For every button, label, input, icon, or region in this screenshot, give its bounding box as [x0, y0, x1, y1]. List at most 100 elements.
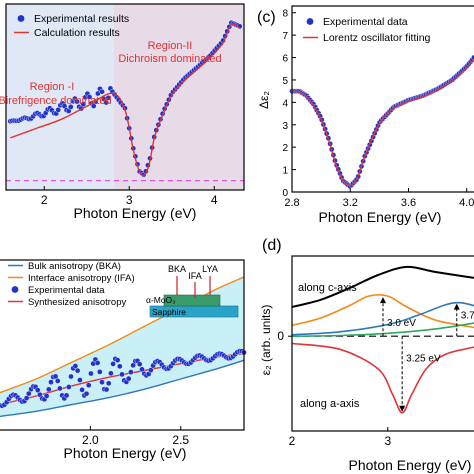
x-tick-label-2: 2: [289, 434, 296, 448]
x-tick-label-2: 2: [41, 193, 48, 207]
series-group: [0, 276, 247, 418]
experimental-point: [63, 392, 70, 399]
lorentz-fit-line: [291, 58, 474, 187]
experimental-point: [54, 378, 61, 384]
structure-inset: BKA IFA LYA α-MoO₃ Sapphire: [146, 264, 239, 318]
experimental-point: [83, 390, 90, 397]
orange-oscillator-line: [291, 294, 474, 329]
experimental-point: [114, 357, 121, 363]
y-tick-label-3: 3: [282, 121, 288, 132]
x-tick-label-3.6: 3.6: [401, 197, 416, 209]
y-tick-label-0: 0: [277, 329, 284, 343]
y-tick-label-2: 2: [282, 143, 288, 154]
region-I-shading: [6, 4, 114, 190]
experimental-point: [94, 360, 101, 366]
experimental-point: [79, 386, 85, 393]
experimental-point: [72, 363, 79, 369]
experimental-point: [119, 371, 125, 378]
experimental-point: [46, 386, 52, 393]
panel-d: (d) 2 3 0 Photon Energy (eV) ε₂ (arb. unit…: [259, 237, 474, 473]
region-I-label: Region -I: [30, 81, 75, 93]
y-tick-label-7: 7: [282, 31, 288, 42]
experimental-point: [105, 380, 112, 387]
x-tick-label-3: 3: [126, 193, 133, 207]
plot-frame: [5, 3, 245, 191]
label-3.0-ev: 3.0 eV: [387, 318, 416, 329]
experimental-point: [74, 98, 80, 105]
experimental-point: [139, 366, 145, 373]
inset-label-lya: LYA: [202, 264, 218, 274]
y-axis-label: ε₂ (arb. units): [259, 305, 273, 376]
experimental-point: [34, 387, 41, 393]
legend-label-0: Experimental results: [34, 13, 129, 25]
experimental-point: [23, 395, 30, 401]
x-axis-label: Photon Energy (eV): [64, 445, 187, 461]
x-axis-label: Photon Energy (eV): [319, 209, 442, 225]
legend: Experimental results Calculation results: [14, 13, 129, 39]
inset-label-sapphire: Sapphire: [152, 307, 186, 317]
blue-oscillator-line: [291, 301, 474, 336]
experimental-point: [25, 390, 32, 397]
x-ticks: 2.0 2.5: [82, 426, 189, 447]
experimental-point: [52, 373, 59, 380]
moo3-layer: [163, 294, 221, 307]
x-axis-label: Photon Energy (eV): [349, 457, 472, 473]
label-3.7-ev: 3.7 eV: [461, 311, 474, 322]
legend-marker-0: [306, 18, 314, 25]
x-tick-label-2.8: 2.8: [284, 197, 299, 209]
x-tick-label-3: 3: [384, 434, 391, 448]
panel-top-left: 2 3 4 Photon Energy (eV) Experimental resu…: [0, 3, 245, 221]
x-ticks: 2 3 4: [41, 186, 218, 207]
y-tick-label-8: 8: [282, 9, 288, 20]
x-tick-label-4: 4: [211, 193, 218, 207]
legend-marker-2: [11, 286, 19, 293]
legend: Bulk anisotropy (BKA)Interface anisotrop…: [8, 261, 135, 308]
peak-3.25-arrowhead: [399, 405, 406, 412]
experimental-point: [103, 99, 109, 106]
x-tick-label-3.2: 3.2: [343, 197, 358, 209]
legend: Experimental data Lorentz oscillator fitt…: [303, 16, 431, 44]
c-axis-line: [291, 265, 474, 308]
experimental-point: [86, 94, 93, 100]
series-group: [291, 265, 474, 414]
plot-frame: [0, 259, 245, 431]
experimental-point: [147, 367, 154, 373]
experimental-point: [68, 104, 74, 110]
plot-frame: [291, 5, 474, 193]
peak-3.0-arrowhead: [380, 297, 386, 304]
experimental-point: [68, 373, 74, 380]
experimental-point: [103, 386, 110, 393]
series-group: [289, 54, 474, 189]
experimental-point: [99, 379, 105, 386]
region-II-description: Dichroism dominated: [118, 53, 221, 65]
peak-3.7-arrowhead: [453, 303, 460, 310]
legend-label-0: Bulk anisotropy (BKA): [28, 261, 121, 272]
legend-marker-0: [17, 15, 25, 22]
experimental-point: [136, 361, 143, 368]
panel-bottom-left: 2.0 2.5 Photon Energy (eV) Bulk anisotrop…: [0, 259, 247, 461]
panel-label-d: (d): [262, 237, 282, 254]
legend-label-1: Lorentz oscillator fitting: [323, 32, 431, 44]
experimental-point: [125, 375, 132, 382]
experimental-point: [80, 101, 87, 107]
experimental-point: [128, 369, 134, 375]
bka-line: [0, 359, 245, 418]
experimental-point: [57, 385, 63, 392]
y-tick-label-6: 6: [282, 54, 288, 65]
x-tick-label-2.5: 2.5: [172, 433, 189, 447]
experimental-point: [105, 95, 112, 101]
legend-label-2: Experimental data: [28, 285, 105, 296]
experimental-point: [43, 393, 50, 399]
experimental-point: [99, 88, 105, 95]
y-tick-label-0: 0: [282, 188, 288, 199]
experimental-point: [117, 363, 123, 370]
y-tick-label-4: 4: [282, 98, 288, 109]
y-axis-label: Δε₂: [257, 91, 271, 109]
x-tick-label-2.0: 2.0: [82, 433, 99, 447]
legend-label-3: Synthesized anisotropy: [28, 297, 126, 308]
experimental-point: [88, 370, 94, 377]
inset-label-bka: BKA: [168, 264, 186, 274]
experimental-point: [110, 361, 116, 367]
experimental-point: [108, 370, 114, 377]
